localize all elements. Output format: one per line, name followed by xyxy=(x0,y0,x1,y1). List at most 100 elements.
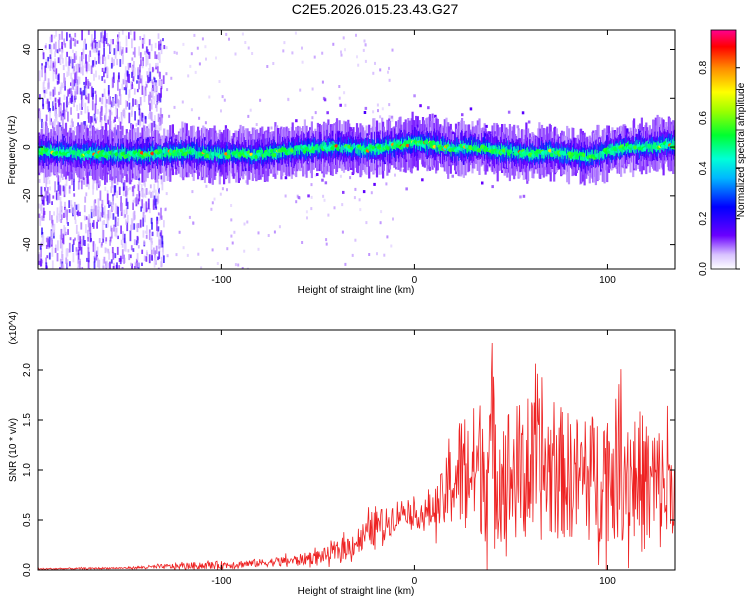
spectrogram-noise-cell xyxy=(38,213,41,218)
spectrogram-noise-cell xyxy=(71,95,74,102)
spectrogram-noise-cell xyxy=(143,255,146,261)
spectrogram-noise-cell xyxy=(314,173,317,177)
spectrogram-noise-cell xyxy=(105,261,107,269)
spectrogram-noise-cell xyxy=(127,62,130,70)
spectrogram-noise-cell xyxy=(132,202,134,210)
spectrogram-noise-cell xyxy=(200,266,203,269)
spectrogram-noise-cell xyxy=(45,177,48,188)
spectrogram-noise-cell xyxy=(42,82,45,90)
spectrogram-noise-cell xyxy=(160,175,163,180)
spectrogram-noise-cell xyxy=(121,256,124,263)
spectrogram-noise-cell xyxy=(109,239,111,246)
spectrogram-noise-cell xyxy=(94,30,96,39)
spectrogram-noise-cell xyxy=(144,50,146,55)
spectrogram-noise-cell xyxy=(221,187,224,191)
spectrogram-noise-cell xyxy=(42,195,45,206)
spectrogram-noise-cell xyxy=(68,200,71,208)
spectrogram-cell xyxy=(491,185,494,189)
spectrogram-noise-cell xyxy=(153,121,156,128)
spectrogram-noise-cell xyxy=(105,38,108,44)
spectrogram-noise-cell xyxy=(121,109,124,116)
spectrogram-noise-cell xyxy=(126,71,129,83)
spectrogram-noise-cell xyxy=(93,208,95,217)
spectrogram-noise-cell xyxy=(340,53,343,57)
spectrogram-noise-cell xyxy=(155,245,158,254)
spectrogram-noise-cell xyxy=(115,232,118,238)
spectrogram-noise-cell xyxy=(103,256,106,264)
spectrogram-noise-cell xyxy=(84,121,87,130)
spectrogram-noise-cell xyxy=(86,257,88,262)
spectrogram-noise-cell xyxy=(125,219,127,225)
spectrogram-noise-cell xyxy=(53,43,55,50)
spectrogram-noise-cell xyxy=(109,43,112,52)
spectrogram-noise-cell xyxy=(72,49,74,53)
spectrogram-noise-cell xyxy=(100,243,103,248)
spectrogram-noise-cell xyxy=(141,75,143,86)
spectrogram-noise-cell xyxy=(42,122,45,128)
spectrogram-noise-cell xyxy=(150,93,153,98)
spectrogram-noise-cell xyxy=(97,184,100,188)
spectrogram-noise-cell xyxy=(93,200,96,212)
spectrogram-noise-cell xyxy=(145,250,148,254)
spectrogram-noise-cell xyxy=(69,261,71,267)
spectrogram-noise-cell xyxy=(80,180,83,190)
spectrogram-noise-cell xyxy=(340,50,342,54)
spectrogram-noise-cell xyxy=(56,192,59,201)
spectrogram-noise-cell xyxy=(150,99,153,110)
spectrogram-noise-cell xyxy=(158,53,161,63)
spectrogram-noise-cell xyxy=(136,235,139,241)
spectrogram-noise-cell xyxy=(150,112,153,121)
spectrogram-noise-cell xyxy=(105,223,108,228)
spectrogram-noise-cell xyxy=(105,104,108,114)
spectrogram-noise-cell xyxy=(129,62,132,68)
spectrogram-noise-cell xyxy=(101,97,104,105)
spectrogram-noise-cell xyxy=(160,88,162,98)
spectrogram-noise-cell xyxy=(221,95,224,99)
spectrogram-noise-cell xyxy=(77,76,80,86)
spectrogram-noise-cell xyxy=(70,200,73,206)
spectrogram-noise-cell xyxy=(117,98,119,107)
spectrogram-noise-cell xyxy=(49,186,51,191)
spectrogram-noise-cell xyxy=(259,98,262,102)
spectrogram-noise-cell xyxy=(64,207,67,218)
spectrogram-noise-cell xyxy=(157,267,160,269)
spectrogram-noise-cell xyxy=(341,230,344,234)
spectrogram-noise-cell xyxy=(53,35,56,39)
spectrogram-noise-cell xyxy=(136,100,139,108)
spectrogram-noise-cell xyxy=(311,87,314,91)
spectrogram-noise-cell xyxy=(159,107,162,117)
spectrogram-noise-cell xyxy=(85,88,88,96)
spectrogram-noise-cell xyxy=(108,96,110,105)
spectrogram-noise-cell xyxy=(306,216,308,220)
spectrogram-noise-cell xyxy=(104,265,107,269)
spectrogram-noise-cell xyxy=(53,223,56,230)
spectrogram-noise-cell xyxy=(120,239,123,245)
spectrogram-noise-cell xyxy=(90,209,93,219)
spectrogram-noise-cell xyxy=(149,103,151,112)
spectrogram-noise-cell xyxy=(87,260,90,269)
spectrogram-noise-cell xyxy=(48,252,51,260)
spectrogram-noise-cell xyxy=(123,110,126,119)
spectrogram-noise-cell xyxy=(66,217,68,224)
spectrogram-noise-cell xyxy=(354,238,357,242)
spectrogram-noise-cell xyxy=(72,79,75,90)
spectrogram-noise-cell xyxy=(148,254,151,264)
spectrogram-noise-cell xyxy=(58,213,61,222)
spectrogram-noise-cell xyxy=(160,256,163,267)
spectrogram-noise-cell xyxy=(133,47,136,58)
spectrogram-noise-cell xyxy=(173,171,176,175)
spectrogram-noise-cell xyxy=(74,85,77,92)
spectrogram-noise-cell xyxy=(62,185,65,192)
spectrogram-noise-cell xyxy=(58,48,61,52)
spectrogram-noise-cell xyxy=(78,260,81,269)
spectrogram-noise-cell xyxy=(133,211,136,220)
spectrogram-noise-cell xyxy=(68,242,71,253)
spectrogram-noise-cell xyxy=(54,51,56,58)
spectrogram-noise-cell xyxy=(50,44,53,55)
spectrogram-noise-cell xyxy=(234,52,237,56)
spectrogram-noise-cell xyxy=(354,187,357,191)
spectrogram-noise-cell xyxy=(113,101,116,106)
spectrogram-noise-cell xyxy=(146,49,149,55)
spectrogram-noise-cell xyxy=(155,101,158,112)
spectrogram-noise-cell xyxy=(80,222,83,230)
